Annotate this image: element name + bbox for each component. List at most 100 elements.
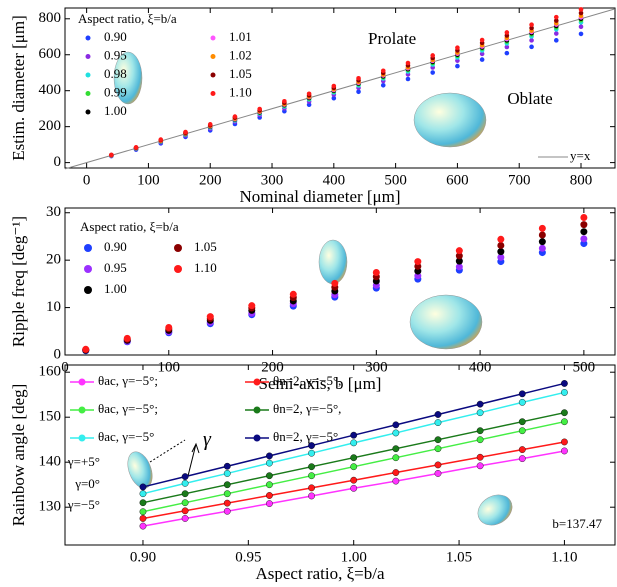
data-point	[518, 455, 526, 462]
data-point	[308, 484, 315, 492]
data-point	[497, 241, 505, 249]
plot-frame	[64, 7, 616, 169]
legend-label: 0.90	[104, 239, 127, 254]
data-point	[578, 7, 584, 12]
data-point	[476, 436, 484, 444]
data-point	[405, 76, 411, 82]
x-tick-label: 700	[508, 172, 531, 188]
legend-label: 0.99	[104, 84, 127, 99]
data-point	[308, 449, 315, 457]
data-point	[223, 470, 231, 477]
data-point	[580, 228, 588, 236]
data-point	[181, 473, 189, 480]
data-point	[139, 522, 147, 530]
data-point	[158, 137, 164, 142]
data-point	[561, 409, 568, 417]
x-tick-label: 0.90	[130, 549, 156, 565]
data-point	[232, 114, 238, 119]
ellipsoid-illustrations	[113, 51, 513, 526]
data-point	[455, 252, 463, 260]
data-point	[529, 22, 534, 28]
data-point	[331, 95, 337, 101]
data-point	[518, 398, 526, 406]
data-point	[257, 106, 262, 112]
legend-label: 0.95	[104, 260, 127, 275]
data-point	[580, 221, 588, 229]
data-point	[455, 63, 460, 69]
data-point	[282, 99, 287, 104]
data-point	[183, 129, 188, 135]
data-point	[430, 53, 435, 58]
panel: 0.90 0.95 1.00 1.05 1.10 130 140 150 160 Aspect r…	[9, 364, 616, 583]
x-tick-label: 400	[323, 172, 346, 188]
x-tick-label: 500	[573, 359, 596, 375]
data-point	[350, 484, 358, 492]
data-point	[553, 18, 559, 23]
data-point	[580, 235, 588, 243]
legend-marker	[78, 378, 86, 386]
data-point	[561, 447, 568, 455]
y-tick-label: 20	[46, 252, 61, 268]
data-point	[455, 247, 463, 255]
legend-label: 1.00	[104, 281, 127, 296]
annotation: γ	[203, 429, 212, 451]
data-point	[578, 24, 584, 29]
data-point	[561, 438, 568, 446]
data-point	[372, 268, 380, 276]
legend-marker	[210, 72, 216, 78]
y-tick-label: 30	[46, 204, 61, 220]
x-tick-label: 300	[261, 172, 284, 188]
y-tick-label: 130	[39, 499, 62, 515]
data-point	[266, 459, 273, 467]
data-point	[223, 499, 231, 507]
data-point	[306, 102, 312, 108]
gamma-guide	[149, 439, 186, 463]
legend-marker	[84, 286, 92, 294]
data-point	[133, 145, 139, 150]
data-point	[553, 14, 559, 20]
legend-marker	[174, 265, 182, 273]
data-point	[455, 263, 463, 271]
data-point	[518, 446, 526, 453]
data-point	[578, 31, 584, 37]
data-point	[434, 470, 442, 477]
data-point	[561, 380, 568, 387]
data-point	[578, 10, 584, 16]
legend-label: θac, γ=−5°	[98, 429, 154, 444]
x-axis-label: Semi-axis, b [μm]	[259, 374, 382, 393]
legend-label: 1.10	[229, 84, 252, 99]
data-point	[223, 490, 231, 498]
y-tick-label: 140	[39, 454, 62, 470]
plot-frame	[64, 207, 616, 356]
data-point	[139, 499, 147, 507]
data-point	[350, 431, 358, 439]
annotation: b=137.47	[552, 516, 602, 531]
plot-frame	[64, 364, 616, 546]
data-point	[181, 515, 189, 522]
legend-marker	[174, 244, 182, 252]
data-point	[223, 481, 231, 489]
data-point	[430, 70, 435, 75]
legend-label: θn=2, γ=−5°,	[273, 373, 341, 388]
data-point	[350, 463, 358, 471]
x-tick-label: 0	[83, 172, 91, 188]
data-point	[504, 50, 510, 56]
data-point	[405, 60, 411, 66]
legend-marker	[85, 54, 91, 59]
data-point	[356, 75, 361, 81]
data-point	[207, 122, 213, 127]
legend-marker	[210, 54, 216, 59]
data-point	[497, 235, 505, 243]
x-tick-label: 200	[199, 172, 222, 188]
legend-marker	[78, 406, 86, 414]
annotation: Oblate	[507, 89, 552, 108]
x-tick-label: 300	[365, 359, 388, 375]
data-point	[308, 442, 315, 449]
data-point	[434, 436, 442, 444]
data-point	[139, 508, 147, 516]
data-point	[181, 499, 189, 507]
x-tick-label: 1.00	[341, 549, 367, 565]
legend-marker	[84, 265, 92, 273]
x-axis-label: Nominal diameter [μm]	[239, 187, 400, 206]
data-point	[455, 45, 460, 51]
